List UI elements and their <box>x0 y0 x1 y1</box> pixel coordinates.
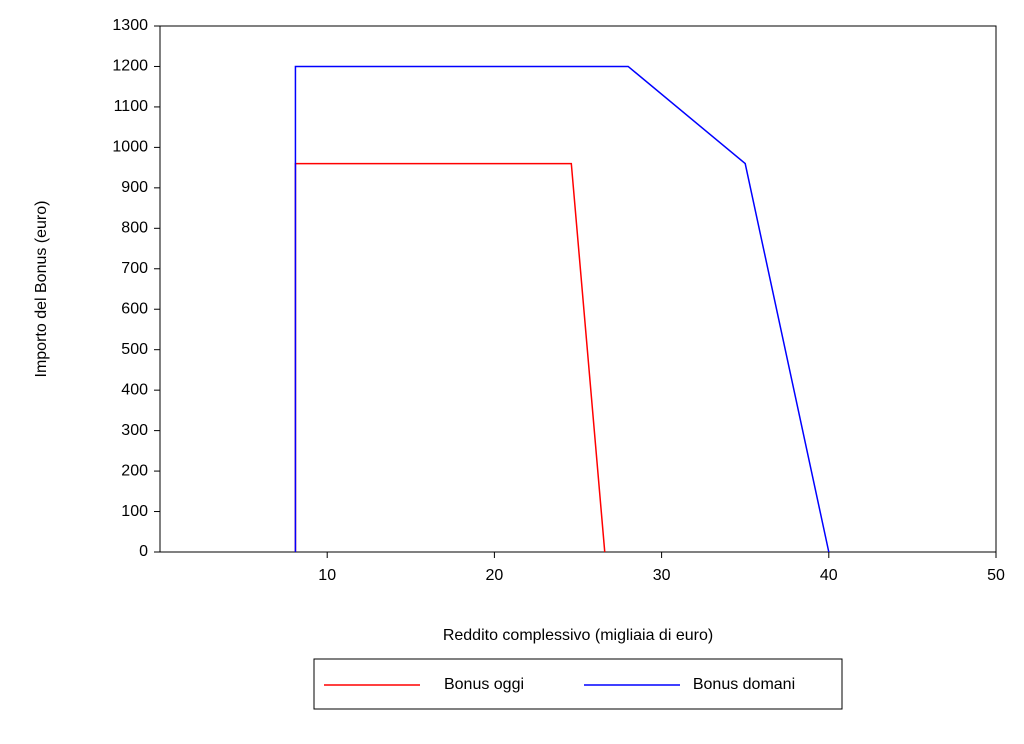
y-tick-label: 1100 <box>114 98 149 115</box>
legend-label: Bonus domani <box>693 676 795 693</box>
y-tick-label: 900 <box>121 179 148 196</box>
y-axis-label: Importo del Bonus (euro) <box>33 201 50 378</box>
y-tick-label: 100 <box>121 503 148 520</box>
y-tick-label: 1200 <box>112 58 148 75</box>
x-tick-label: 50 <box>987 567 1005 584</box>
x-tick-label: 10 <box>318 567 336 584</box>
y-tick-label: 0 <box>139 543 148 560</box>
plot-frame <box>159 25 997 553</box>
legend <box>313 658 843 710</box>
x-tick-label: 40 <box>820 567 838 584</box>
y-tick-label: 200 <box>121 462 148 479</box>
y-tick-label: 1300 <box>112 17 148 34</box>
y-tick-label: 1000 <box>112 139 148 156</box>
line <box>294 65 830 553</box>
y-tick-label: 300 <box>121 422 148 439</box>
y-tick-label: 500 <box>121 341 148 358</box>
legend-label: Bonus oggi <box>444 676 524 693</box>
y-tick-label: 600 <box>121 300 148 317</box>
y-tick-label: 800 <box>121 220 148 237</box>
y-tick-label: 400 <box>121 381 148 398</box>
x-tick-label: 30 <box>653 567 671 584</box>
x-tick-label: 20 <box>486 567 504 584</box>
line <box>294 162 606 553</box>
x-axis-label: Reddito complessivo (migliaia di euro) <box>443 627 713 644</box>
y-tick-label: 700 <box>121 260 148 277</box>
